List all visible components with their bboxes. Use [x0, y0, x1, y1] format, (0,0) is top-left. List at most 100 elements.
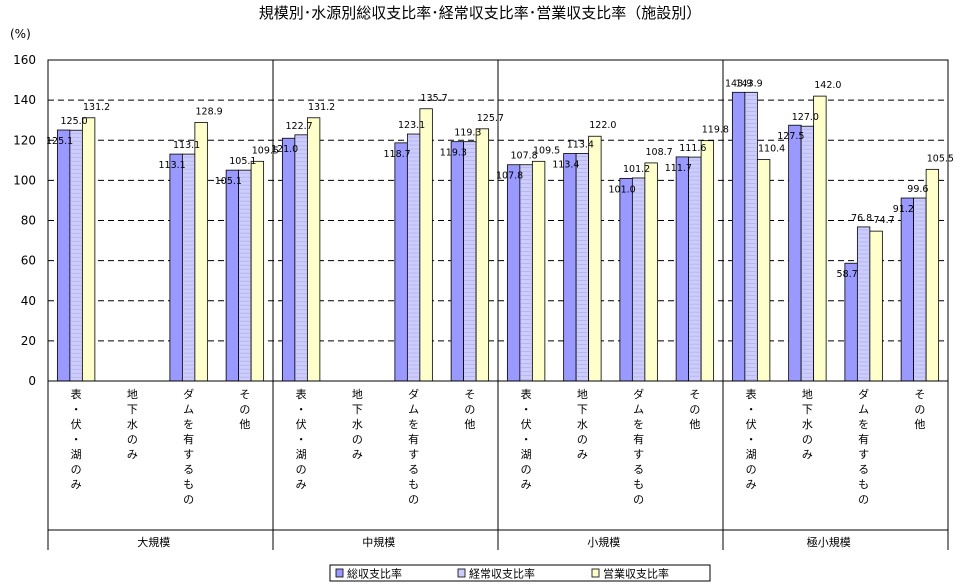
data-label: 76.8	[851, 213, 872, 224]
bar	[69, 129, 83, 382]
data-label: 125.1	[46, 136, 73, 147]
data-label: 99.6	[907, 184, 928, 195]
data-label: 122.0	[589, 120, 616, 131]
bar	[575, 153, 590, 382]
legend-swatch	[457, 568, 466, 578]
bar	[900, 197, 915, 382]
y-tick-label: 120	[13, 133, 36, 147]
legend-label: 経常収支比率	[469, 567, 535, 581]
category-label: ダムを有するもの	[858, 387, 869, 506]
category-label: 地下水のみ	[352, 388, 363, 461]
y-tick-label: 140	[13, 93, 36, 107]
data-label: 121.0	[271, 144, 298, 155]
bar	[588, 135, 602, 382]
bar	[563, 153, 577, 382]
data-label: 109.5	[252, 145, 279, 156]
bar	[225, 169, 240, 382]
bar	[194, 121, 208, 382]
bar	[788, 124, 802, 382]
category-label: 表・伏・湖のみ	[746, 387, 757, 491]
data-label: 119.3	[440, 148, 467, 159]
y-tick-label: 0	[28, 374, 36, 388]
bar	[869, 230, 883, 382]
bar	[419, 108, 433, 382]
bar	[619, 177, 633, 382]
data-label: 110.4	[758, 144, 785, 155]
data-label: 113.1	[159, 160, 186, 171]
data-label: 113.1	[173, 140, 200, 151]
bar	[631, 177, 646, 382]
group-label: 極小規模	[807, 535, 851, 549]
category-label: その他	[464, 388, 475, 431]
category-label: その他	[689, 388, 700, 431]
y-tick-label: 80	[21, 214, 36, 228]
bar	[181, 153, 196, 382]
data-label: 109.5	[533, 145, 560, 156]
bar	[81, 117, 96, 382]
data-label: 105.1	[215, 176, 242, 187]
data-label: 111.6	[679, 143, 706, 154]
bar	[406, 133, 421, 382]
data-label: 131.2	[308, 102, 335, 113]
data-labels: 125.1 125.0 131.2 113.1 113.1 128.9 105.1 105.1…	[46, 78, 954, 280]
bar	[644, 162, 658, 382]
bar	[169, 153, 183, 382]
chart-title: 規模別･水源別総収支比率･経常収支比率･営業収支比率（施設別）	[259, 4, 702, 22]
data-label: 143.9	[736, 78, 763, 89]
data-label: 143.9	[725, 78, 752, 89]
y-tick-label: 60	[21, 254, 36, 268]
bar	[450, 141, 465, 382]
data-label: 119.8	[702, 125, 729, 136]
bar	[844, 262, 858, 382]
legend-swatch	[335, 568, 344, 578]
bar	[700, 140, 715, 382]
data-label: 101.2	[623, 164, 650, 175]
category-label: 地下水のみ	[577, 388, 588, 461]
group-label: 中規模	[362, 535, 395, 549]
bar	[925, 168, 940, 382]
data-label: 127.0	[792, 112, 819, 123]
data-label: 122.7	[286, 121, 313, 132]
bar	[800, 125, 815, 382]
bar	[756, 159, 771, 382]
group-label: 大規模	[137, 535, 170, 549]
axes: 0 20 40 60 80 100 120 140 160 表・伏・湖のみ 地下水のみ ダムを有するも…	[13, 53, 949, 550]
bar	[531, 160, 546, 382]
data-label: 107.8	[496, 171, 523, 182]
bar	[306, 117, 321, 382]
category-label: 地下水のみ	[802, 388, 813, 461]
data-label: 105.5	[927, 153, 954, 164]
category-label: 表・伏・湖のみ	[296, 387, 307, 491]
bar	[519, 164, 533, 382]
data-label: 108.7	[646, 147, 673, 158]
bar	[475, 128, 490, 382]
legend-box	[329, 564, 711, 582]
data-label: 74.7	[874, 215, 895, 226]
y-tick-label: 20	[21, 334, 36, 348]
group-label: 小規模	[587, 535, 620, 549]
bar	[813, 95, 827, 382]
category-label: ダムを有するもの	[183, 387, 194, 506]
bars	[56, 91, 940, 382]
category-label: その他	[239, 388, 250, 431]
category-label: 表・伏・湖のみ	[521, 387, 532, 491]
legend-label: 営業収支比率	[603, 567, 669, 581]
bar	[463, 141, 477, 382]
category-label: その他	[914, 388, 925, 431]
data-label: 135.7	[421, 93, 448, 104]
bar	[506, 164, 521, 382]
data-label: 91.2	[893, 204, 914, 215]
data-label: 118.7	[384, 149, 411, 160]
data-label: 119.3	[454, 128, 481, 139]
y-tick-label: 160	[13, 53, 36, 67]
bar	[250, 160, 265, 382]
bar	[56, 129, 71, 382]
data-label: 58.7	[837, 269, 858, 280]
data-label: 101.0	[609, 184, 636, 195]
bar	[913, 197, 927, 382]
data-label: 107.8	[511, 151, 538, 162]
data-label: 127.5	[777, 131, 804, 142]
data-label: 113.4	[567, 139, 594, 150]
data-label: 111.7	[665, 163, 692, 174]
